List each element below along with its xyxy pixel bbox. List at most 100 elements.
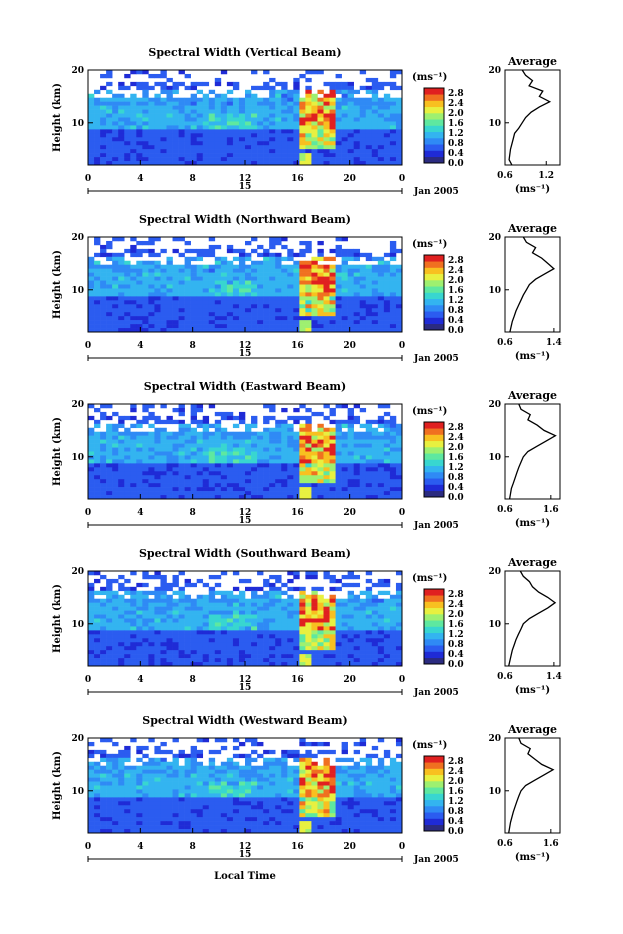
heatmap-cell	[324, 125, 330, 129]
heatmap-cell	[167, 285, 173, 289]
heatmap-cell	[197, 432, 203, 436]
heatmap-cell	[396, 86, 402, 90]
heatmap-cell	[275, 288, 281, 292]
heatmap-cell	[179, 607, 185, 611]
heatmap-cell	[311, 304, 317, 308]
heatmap-cell	[257, 471, 263, 475]
heatmap-cell	[203, 420, 209, 424]
colorbar-segment	[424, 652, 444, 659]
heatmap-cell	[342, 432, 348, 436]
heatmap-cell	[354, 444, 360, 448]
heatmap-cell	[245, 285, 251, 289]
heatmap-cell	[311, 157, 317, 161]
heatmap-cell	[106, 778, 112, 782]
heatmap-cell	[390, 102, 396, 106]
heatmap-cell	[94, 471, 100, 475]
heatmap-cell	[384, 778, 390, 782]
heatmap-cell	[311, 412, 317, 416]
heatmap-cell	[209, 459, 215, 463]
heatmap-cell	[227, 770, 233, 774]
heatmap-cell	[390, 300, 396, 304]
heatmap-cell	[336, 638, 342, 642]
heatmap-cell	[227, 308, 233, 312]
heatmap-cell	[287, 467, 293, 471]
heatmap-cell	[124, 591, 130, 595]
heatmap-cell	[154, 615, 160, 619]
heatmap-cell	[269, 261, 275, 265]
heatmap-cell	[215, 82, 221, 86]
heatmap-cell	[263, 634, 269, 638]
heatmap-cell	[106, 583, 112, 587]
colorbar-tick-label: 0.0	[448, 159, 464, 169]
heatmap-cell	[221, 650, 227, 654]
heatmap-cell	[348, 782, 354, 786]
heatmap-cell	[124, 491, 130, 495]
heatmap-cell	[148, 770, 154, 774]
heatmap-cell	[390, 129, 396, 133]
heatmap-cell	[384, 638, 390, 642]
heatmap-cell	[124, 110, 130, 114]
heatmap-cell	[384, 650, 390, 654]
heatmap-cell	[317, 471, 323, 475]
heatmap-cell	[299, 650, 305, 654]
heatmap-cell	[336, 619, 342, 623]
heatmap-cell	[239, 591, 245, 595]
heatmap-cell	[173, 90, 179, 94]
heatmap-cell	[118, 607, 124, 611]
heatmap-cell	[179, 611, 185, 615]
heatmap-cell	[197, 141, 203, 145]
heatmap-cell	[275, 296, 281, 300]
heatmap-cell	[275, 766, 281, 770]
heatmap-cell	[100, 611, 106, 615]
heatmap-cell	[384, 312, 390, 316]
heatmap-cell	[251, 277, 257, 281]
heatmap-cell	[148, 483, 154, 487]
heatmap-cell	[239, 157, 245, 161]
heatmap-cell	[227, 133, 233, 137]
heatmap-cell	[269, 86, 275, 90]
heatmap-cell	[215, 770, 221, 774]
heatmap-cell	[251, 599, 257, 603]
heatmap-cell	[94, 579, 100, 583]
heatmap-cell	[336, 626, 342, 630]
heatmap-cell	[124, 770, 130, 774]
heatmap-cell	[287, 157, 293, 161]
heatmap-cell	[263, 316, 269, 320]
heatmap-cell	[366, 611, 372, 615]
heatmap-cell	[372, 269, 378, 273]
heatmap-cell	[203, 249, 209, 253]
x-tick-label: 16	[291, 341, 304, 351]
heatmap-cell	[221, 448, 227, 452]
heatmap-cell	[366, 770, 372, 774]
heatmap-cell	[293, 650, 299, 654]
heatmap-cell	[233, 296, 239, 300]
heatmap-cell	[324, 98, 330, 102]
heatmap-cell	[299, 261, 305, 265]
heatmap-cell	[94, 125, 100, 129]
heatmap-cell	[124, 634, 130, 638]
heatmap-cell	[100, 599, 106, 603]
heatmap-cell	[281, 638, 287, 642]
heatmap-cell	[269, 471, 275, 475]
heatmap-cell	[160, 766, 166, 770]
heatmap-cell	[317, 455, 323, 459]
heatmap-cell	[378, 416, 384, 420]
heatmap-cell	[88, 634, 94, 638]
heatmap-cell	[275, 638, 281, 642]
heatmap-cell	[245, 658, 251, 662]
profile-y-tick-label: 10	[488, 119, 501, 129]
heatmap-cell	[251, 86, 257, 90]
heatmap-cell	[324, 288, 330, 292]
heatmap-cell	[185, 654, 191, 658]
heatmap-cell	[88, 153, 94, 157]
heatmap-cell	[136, 658, 142, 662]
heatmap-cell	[305, 118, 311, 122]
heatmap-cell	[209, 141, 215, 145]
heatmap-cell	[299, 149, 305, 153]
heatmap-cell	[179, 622, 185, 626]
colorbar-segment	[424, 472, 444, 479]
heatmap-cell	[396, 110, 402, 114]
heatmap-cell	[100, 137, 106, 141]
heatmap-cell	[209, 245, 215, 249]
heatmap-cell	[112, 742, 118, 746]
